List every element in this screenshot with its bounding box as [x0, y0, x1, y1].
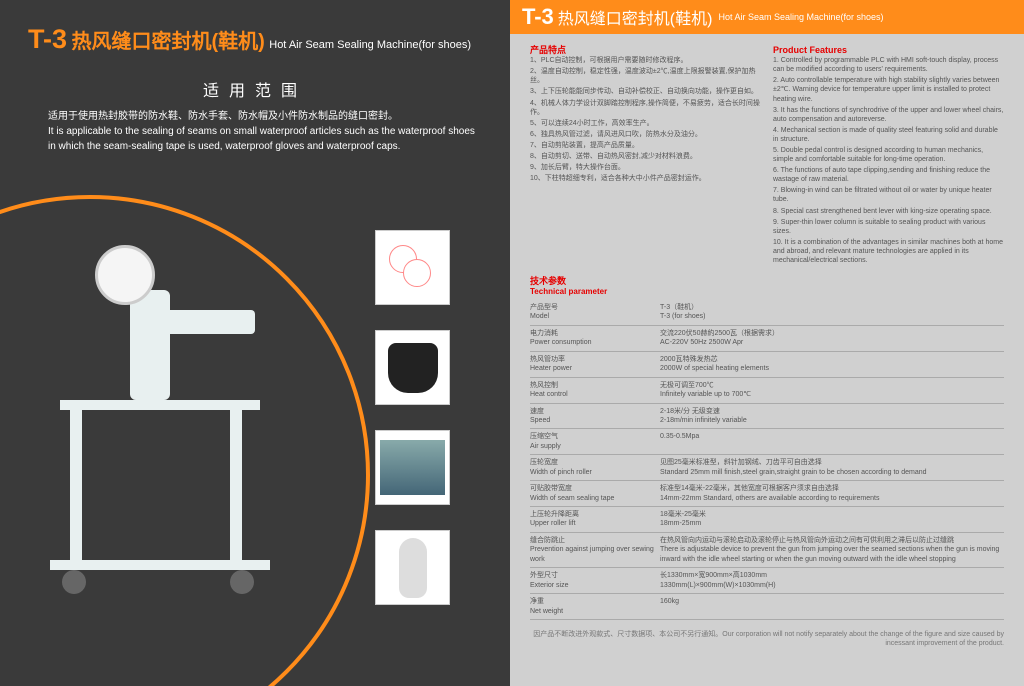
- param-label: 电力消耗Power consumption: [530, 329, 660, 348]
- param-value: 见图25毫米标准型，斜针加钢绒、刀齿平可自由选择Standard 25mm mi…: [660, 458, 1004, 477]
- param-label: 速度Speed: [530, 407, 660, 426]
- r-title-cn: 热风缝口密封机(鞋机): [558, 5, 713, 29]
- feature-item-en: 3. It has the functions of synchrodrive …: [773, 106, 1004, 124]
- param-row: 缝合防跳止Prevention against jumping over sew…: [530, 533, 1004, 568]
- param-value: 0.35-0.5Mpa: [660, 432, 1004, 451]
- thumb-glove: [375, 330, 450, 405]
- param-value: 2000瓦特殊发热芯2000W of special heating eleme…: [660, 355, 1004, 374]
- param-label: 净重Net weight: [530, 597, 660, 616]
- param-row: 可贴胶带宽度Width of seam sealing tape标准型14毫米-…: [530, 481, 1004, 507]
- param-value: 交流220伏50赫約2500瓦（根据需求）AC-220V 50Hz 2500W …: [660, 329, 1004, 348]
- feature-item-cn: 4、机械人体力学设计双脚踏控制程序,操作简便，不易疲劳，适合长时间操作。: [530, 99, 761, 117]
- feature-item-cn: 1、PLC自动控制，可根据用户需要随时修改程序。: [530, 56, 761, 65]
- scope-text: 适用于使用热封胶带的防水鞋、防水手套、防水帽及小件防水制品的缝口密封。 It i…: [0, 101, 510, 154]
- param-value: 无极可调至700℃Infinitely variable up to 700℃: [660, 381, 1004, 400]
- param-row: 上压轮升降距离Upper roller lift18毫米-25毫米18mm-25…: [530, 507, 1004, 533]
- right-header: T-3 热风缝口密封机(鞋机) Hot Air Seam Sealing Mac…: [510, 0, 1024, 34]
- features-en-title: Product Features: [773, 44, 1004, 56]
- model-code: T-3: [28, 24, 67, 54]
- features-cn-title: 产品特点: [530, 44, 761, 56]
- feature-item-en: 1. Controlled by programmable PLC with H…: [773, 56, 1004, 74]
- param-label: 压轮宽度Width of pinch roller: [530, 458, 660, 477]
- feature-item-en: 5. Double pedal control is designed acco…: [773, 146, 1004, 164]
- param-label: 上压轮升降距离Upper roller lift: [530, 510, 660, 529]
- param-row: 热风控制Heat control无极可调至700℃Infinitely vari…: [530, 378, 1004, 404]
- param-value: 标准型14毫米-22毫米，其他宽度可根据客户须求自由选择14mm-22mm St…: [660, 484, 1004, 503]
- feature-item-en: 8. Special cast strengthened bent lever …: [773, 207, 1004, 216]
- param-row: 外型尺寸Exterior size长1330mm×宽900mm×高1030mm1…: [530, 568, 1004, 594]
- machine-illustration: [20, 280, 320, 620]
- param-row: 压轮宽度Width of pinch roller见图25毫米标准型，斜针加钢绒…: [530, 455, 1004, 481]
- param-value: T-3（鞋机）T-3 (for shoes): [660, 303, 1004, 322]
- r-title-en: Hot Air Seam Sealing Machine(for shoes): [718, 12, 883, 22]
- param-row: 电力消耗Power consumption交流220伏50赫約2500瓦（根据需…: [530, 326, 1004, 352]
- feature-item-cn: 5、可以连续24小时工作，高效率生产。: [530, 119, 761, 128]
- r-model-code: T-3: [522, 4, 554, 30]
- param-label: 产品型号Model: [530, 303, 660, 322]
- feature-item-en: 10. It is a combination of the advantage…: [773, 238, 1004, 265]
- title-en: Hot Air Seam Sealing Machine(for shoes): [269, 39, 471, 51]
- param-value: 160kg: [660, 597, 1004, 616]
- param-label: 外型尺寸Exterior size: [530, 571, 660, 590]
- param-row: 压缩空气Air supply0.35-0.5Mpa: [530, 429, 1004, 455]
- tech-en-title: Technical parameter: [530, 287, 1004, 298]
- thumb-diagram: [375, 230, 450, 305]
- param-row: 速度Speed2-18米/分 无级变速2-18m/min infinitely …: [530, 404, 1004, 430]
- param-label: 热风管功率Heater power: [530, 355, 660, 374]
- features-cn-col: 产品特点 1、PLC自动控制，可根据用户需要随时修改程序。 2、温度自动控制，稳定…: [530, 44, 761, 267]
- param-label: 可贴胶带宽度Width of seam sealing tape: [530, 484, 660, 503]
- feature-item-cn: 7、自动剪貼装置，提高产品质量。: [530, 141, 761, 150]
- feature-item-en: 9. Super-thin lower column is suitable t…: [773, 218, 1004, 236]
- right-content: 产品特点 1、PLC自动控制，可根据用户需要随时修改程序。 2、温度自动控制，稳定…: [510, 34, 1024, 659]
- feature-item-en: 7. Blowing-in wind can be filtrated with…: [773, 186, 1004, 204]
- feature-item-cn: 9、加长后臂，特大操作台面。: [530, 163, 761, 172]
- left-brochure-panel: T-3 热风缝口密封机(鞋机) Hot Air Seam Sealing Mac…: [0, 0, 510, 686]
- thumb-shoe: [375, 430, 450, 505]
- param-row: 产品型号ModelT-3（鞋机）T-3 (for shoes): [530, 300, 1004, 326]
- param-value: 在热风管向内运动与滚轮启动及滚轮停止与热风管向外运动之间有可供利用之滞后以防止过…: [660, 536, 1004, 564]
- feature-item-en: 6. The functions of auto tape clipping,s…: [773, 166, 1004, 184]
- left-header: T-3 热风缝口密封机(鞋机) Hot Air Seam Sealing Mac…: [0, 0, 510, 65]
- thumb-insole: [375, 530, 450, 605]
- feature-item-cn: 6、独具热风管过滤，请风进风口吹，防热水分及油分。: [530, 130, 761, 139]
- feature-item-en: 4. Mechanical section is made of quality…: [773, 126, 1004, 144]
- feature-item-cn: 2、温度自动控制，稳定性强，温度波动±2℃,温度上限报警装置,保护加热丝。: [530, 67, 761, 85]
- feature-item-cn: 3、上下压轮能能同步传动、自动补偿校正、自动换向功能，操作更自如。: [530, 87, 761, 96]
- scope-en: It is applicable to the sealing of seams…: [48, 124, 482, 154]
- feature-item-en: 2. Auto controllable temperature with hi…: [773, 76, 1004, 103]
- footnote: 因产品不断改进外观款式、尺寸数据项、本公司不另行通知。Our corporati…: [530, 630, 1004, 649]
- scope-cn: 适用于使用热封胶带的防水鞋、防水手套、防水帽及小件防水制品的缝口密封。: [48, 109, 482, 124]
- feature-item-cn: 8、自动剪切、送带、自动热风密封,减少对材料浪费。: [530, 152, 761, 161]
- param-label: 热风控制Heat control: [530, 381, 660, 400]
- param-row: 热风管功率Heater power2000瓦特殊发热芯2000W of spec…: [530, 352, 1004, 378]
- features-en-col: Product Features 1. Controlled by progra…: [773, 44, 1004, 267]
- param-value: 18毫米-25毫米18mm-25mm: [660, 510, 1004, 529]
- param-value: 2-18米/分 无级变速2-18m/min infinitely variabl…: [660, 407, 1004, 426]
- parameter-table: 产品型号ModelT-3（鞋机）T-3 (for shoes)电力消耗Power…: [530, 300, 1004, 620]
- param-label: 缝合防跳止Prevention against jumping over sew…: [530, 536, 660, 564]
- tech-cn-title: 技术参数: [530, 275, 1004, 287]
- feature-item-cn: 10、下柱特超细专利，适合各种大中小件产品密封运作。: [530, 174, 761, 183]
- scope-title: 适用范围: [0, 77, 510, 101]
- features-section: 产品特点 1、PLC自动控制，可根据用户需要随时修改程序。 2、温度自动控制，稳定…: [530, 44, 1004, 267]
- param-row: 净重Net weight160kg: [530, 594, 1004, 620]
- param-label: 压缩空气Air supply: [530, 432, 660, 451]
- param-value: 长1330mm×宽900mm×高1030mm1330mm(L)×900mm(W)…: [660, 571, 1004, 590]
- title-cn: 热风缝口密封机(鞋机): [71, 31, 264, 53]
- right-spec-panel: T-3 热风缝口密封机(鞋机) Hot Air Seam Sealing Mac…: [510, 0, 1024, 686]
